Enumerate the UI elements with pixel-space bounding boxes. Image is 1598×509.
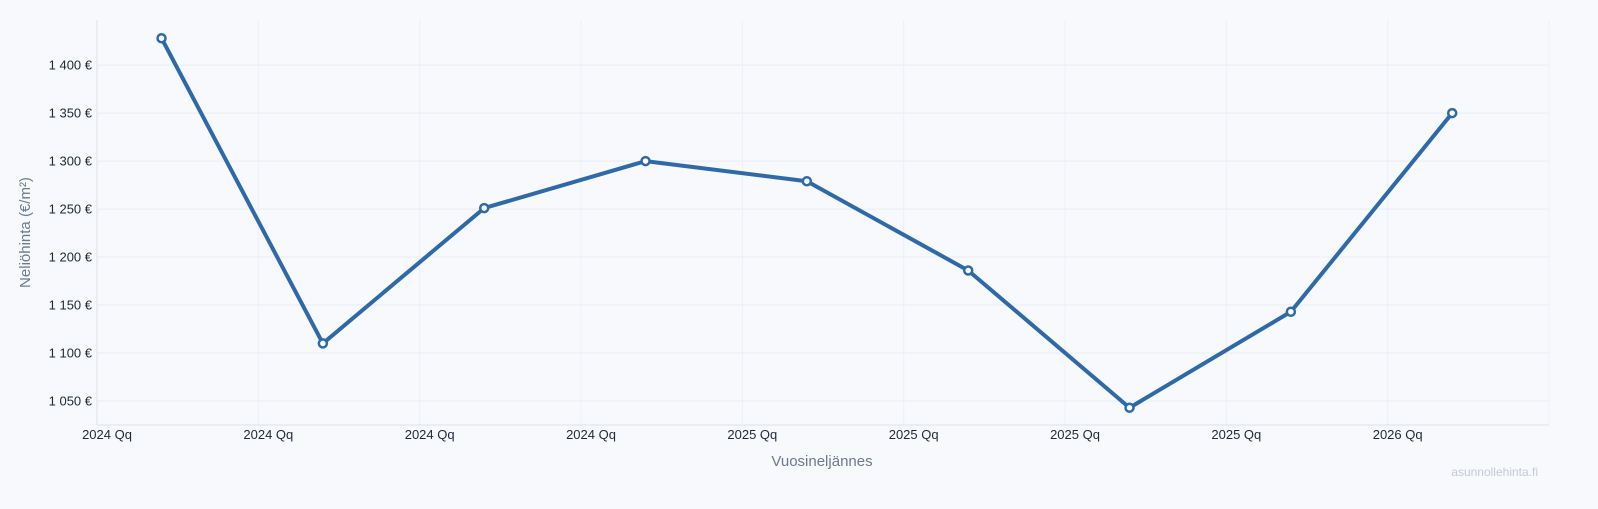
data-point[interactable]	[962, 265, 974, 276]
x-tick-label: 2025 Qq	[1050, 427, 1100, 442]
x-tick-labels: 2024 Qq 2024 Qq 2024 Qq 2024 Qq 2025 Qq 2025 …	[82, 427, 1423, 442]
x-tick-label: 2024 Qq	[405, 427, 455, 442]
y-tick-label: 1 250 €	[49, 202, 93, 217]
watermark-text: asunnollehinta.fi	[1451, 465, 1538, 479]
grid	[96, 20, 1550, 425]
data-point[interactable]	[1124, 402, 1135, 413]
x-tick-label: 2025 Qq	[1211, 427, 1261, 442]
y-tick-label: 1 150 €	[49, 298, 93, 313]
x-tick-label: 2024 Qq	[82, 427, 132, 442]
data-point[interactable]	[801, 175, 813, 187]
x-tick-label: 2024 Qq	[566, 427, 616, 442]
data-point[interactable]	[478, 202, 490, 214]
axes	[96, 20, 1549, 426]
data-point[interactable]	[156, 32, 167, 44]
x-tick-label: 2025 Qq	[727, 427, 777, 442]
x-axis-title: Vuosineljännes	[771, 453, 872, 470]
series	[156, 32, 1458, 413]
x-tick-label: 2024 Qq	[243, 427, 293, 442]
series-line	[159, 36, 1455, 410]
y-tick-label: 1 300 €	[49, 154, 93, 169]
y-axis-title: Neliöhinta (€/m²)	[17, 177, 34, 288]
y-tick-label: 1 050 €	[49, 394, 93, 409]
data-point[interactable]	[640, 155, 651, 167]
data-point[interactable]	[1446, 107, 1458, 119]
y-tick-label: 1 350 €	[49, 106, 93, 121]
x-tick-label: 2026 Qq	[1373, 427, 1423, 442]
y-tick-label: 1 400 €	[49, 58, 93, 73]
data-point[interactable]	[1285, 306, 1297, 318]
x-tick-label: 2025 Qq	[889, 427, 939, 442]
y-tick-labels: 1 050 € 1 100 € 1 150 € 1 200 € 1 250 € 1 300…	[49, 58, 93, 409]
y-tick-label: 1 100 €	[49, 346, 93, 361]
y-tick-label: 1 200 €	[49, 250, 93, 265]
data-point[interactable]	[317, 338, 329, 349]
